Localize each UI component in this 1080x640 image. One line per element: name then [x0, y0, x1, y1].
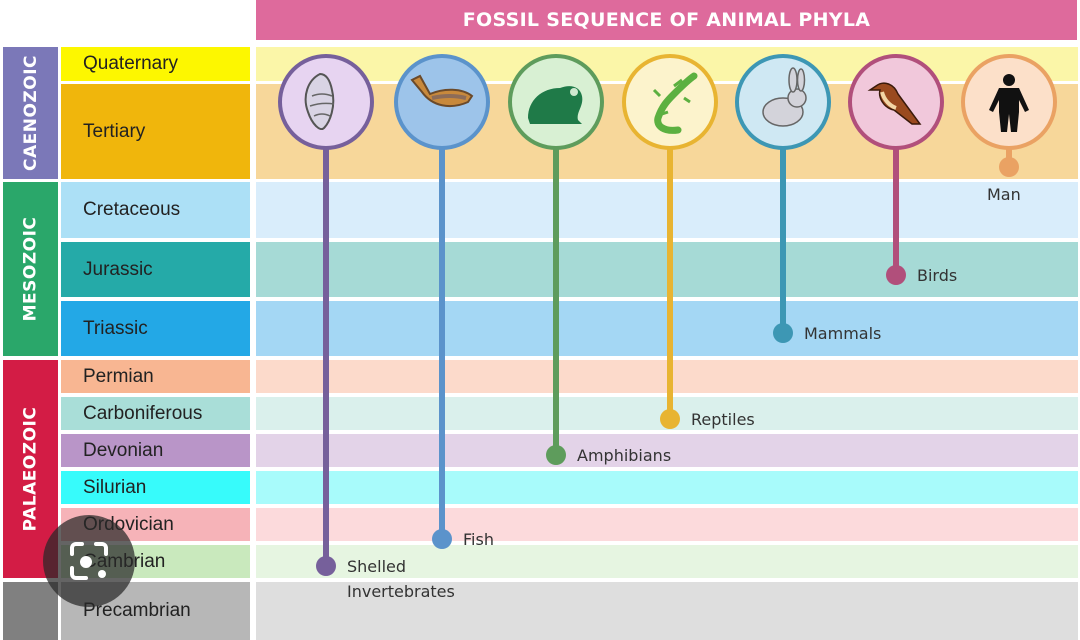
period-label: Jurassic [83, 258, 153, 280]
period-label: Permian [83, 365, 154, 387]
phylum-label: Mammals [804, 321, 881, 346]
period-tertiary: Tertiary [61, 84, 250, 179]
birds-circle [848, 54, 944, 150]
era-caenozoic: CAENOZOIC [3, 47, 58, 179]
period-band [256, 471, 1078, 504]
period-cretaceous: Cretaceous [61, 182, 250, 238]
period-label: Devonian [83, 439, 164, 461]
first-appearance-dot [316, 556, 336, 576]
period-label: Cretaceous [83, 199, 181, 220]
phylum-label: Amphibians [577, 443, 671, 468]
phylum-label: Reptiles [691, 407, 755, 432]
period-devonian: Devonian [61, 434, 250, 467]
timeline-stem [667, 146, 673, 419]
rabbit-icon [762, 67, 807, 127]
period-triassic: Triassic [61, 301, 250, 356]
period-permian: Permian [61, 360, 250, 393]
phylum-name: Reptiles [691, 410, 755, 429]
human-icon [989, 74, 1029, 132]
period-label: Quaternary [83, 53, 179, 74]
timeline-stem [553, 146, 559, 455]
first-appearance-dot [999, 157, 1019, 177]
first-appearance-dot [773, 323, 793, 343]
phylum-label: Shelled Invertebrates [347, 554, 455, 604]
phylum-name: Mammals [804, 324, 882, 343]
timeline-stem [780, 146, 786, 333]
period-label: Triassic [83, 317, 148, 339]
lizard-icon [652, 72, 698, 134]
man-circle [961, 54, 1057, 150]
period-quaternary: Quaternary [61, 47, 250, 81]
mammals-circle [735, 54, 831, 150]
fish-icon [410, 74, 474, 108]
era-precambrian [3, 582, 58, 640]
phylum-name: Man [987, 185, 1021, 204]
shell-icon [304, 72, 335, 130]
reptiles-circle [622, 54, 718, 150]
phylum-name: Amphibians [577, 446, 672, 465]
era-label: CAENOZOIC [20, 54, 41, 172]
period-jurassic: Jurassic [61, 242, 250, 297]
period-label: Silurian [83, 476, 147, 498]
timeline-stem [893, 146, 899, 275]
timeline-stem [323, 146, 329, 566]
timeline-stem [1006, 146, 1012, 167]
lens-search-button[interactable] [43, 515, 135, 607]
first-appearance-dot [660, 409, 680, 429]
first-appearance-dot [546, 445, 566, 465]
period-silurian: Silurian [61, 471, 250, 504]
era-label: PALAEOZOIC [20, 406, 41, 532]
first-appearance-dot [432, 529, 452, 549]
phylum-name: Shelled [347, 557, 407, 576]
phylum-name: Fish [463, 530, 494, 549]
phylum-label: Birds [917, 263, 957, 288]
period-label: Precambrian [83, 600, 191, 621]
amphibians-circle [508, 54, 604, 150]
period-label: Carboniferous [83, 402, 203, 424]
period-band [256, 545, 1078, 578]
camera-lens-icon [70, 542, 108, 580]
phylum-label: Fish [463, 527, 494, 552]
shelled-circle [278, 54, 374, 150]
phylum-name: Birds [917, 266, 958, 285]
period-carboniferous: Carboniferous [61, 397, 250, 430]
phylum-name-line2: Invertebrates [347, 582, 455, 601]
period-band [256, 508, 1078, 541]
period-band [256, 434, 1078, 467]
period-band [256, 582, 1078, 640]
period-label: Tertiary [83, 120, 146, 142]
chart-title: FOSSIL SEQUENCE OF ANIMAL PHYLA [256, 0, 1077, 40]
frog-icon [528, 86, 583, 124]
fish-circle [394, 54, 490, 150]
timeline-stem [439, 146, 445, 539]
era-mesozoic: MESOZOIC [3, 182, 58, 356]
bird-icon [867, 82, 922, 125]
first-appearance-dot [886, 265, 906, 285]
era-label: MESOZOIC [20, 216, 41, 322]
phylum-label: Man [987, 182, 1021, 207]
